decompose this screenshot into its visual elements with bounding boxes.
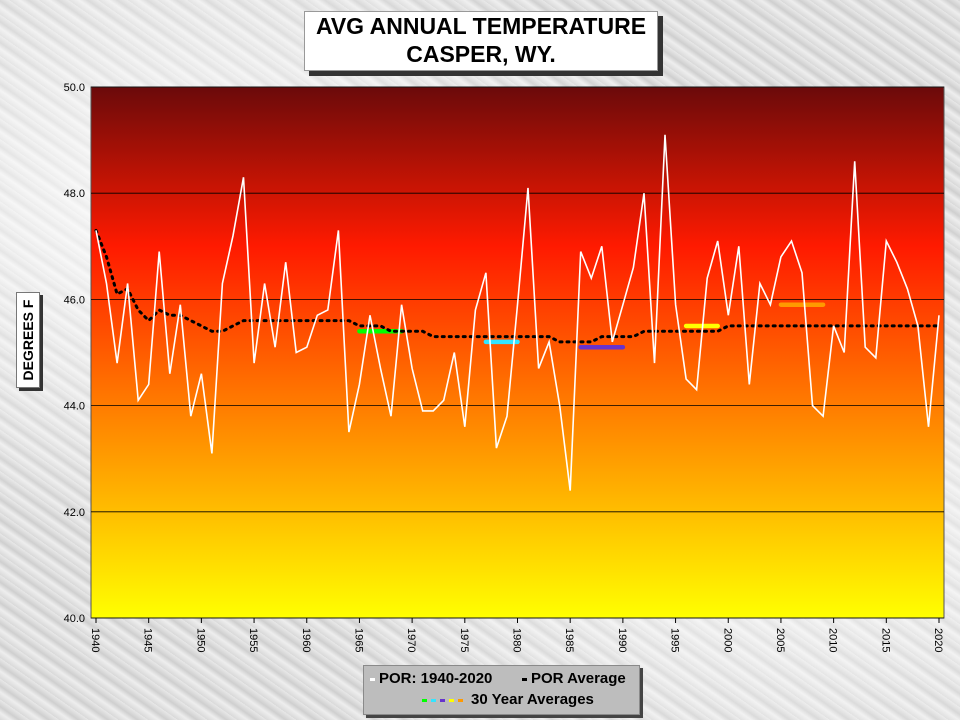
chart-title: AVG ANNUAL TEMPERATURE CASPER, WY. — [304, 11, 658, 71]
x-tick-label: 2005 — [774, 628, 786, 652]
x-tick-label: 2015 — [879, 628, 891, 652]
series-annual-temperature-line — [95, 134, 940, 491]
x-tick-label: 1945 — [142, 628, 154, 652]
y-tick-label: 42.0 — [64, 507, 85, 519]
chart-title-line1: AVG ANNUAL TEMPERATURE — [315, 13, 647, 39]
x-tick-label: 1975 — [458, 628, 470, 652]
y-axis-ticks: 40.0 42.0 44.0 46.0 48.0 50.0 — [64, 82, 85, 625]
legend-item-por: POR: 1940-2020 — [370, 670, 492, 687]
x-tick-label: 1990 — [616, 628, 628, 652]
gridlines — [91, 86, 944, 619]
y-axis-label-box: DEGREES F — [16, 292, 40, 388]
y-tick-label: 44.0 — [64, 401, 85, 413]
x-tick-label: 1955 — [247, 628, 259, 652]
legend-item-thirty-year: 30 Year Averages — [422, 691, 594, 709]
legend-swatch-thirty-year — [422, 692, 467, 709]
chart-title-line2: CASPER, WY. — [406, 41, 556, 67]
x-tick-label: 1950 — [194, 628, 206, 652]
legend-label-thirty-year: 30 Year Averages — [471, 691, 594, 708]
legend-swatch-dash-1 — [422, 699, 427, 703]
x-tick-label: 1970 — [405, 628, 417, 652]
x-tick-label: 1980 — [511, 628, 523, 652]
legend-swatch-dash-3 — [440, 699, 445, 703]
x-tick-label: 2000 — [721, 628, 733, 652]
legend-swatch-dash-4 — [449, 699, 454, 703]
legend-swatch-dash-5 — [458, 699, 463, 703]
x-tick-label: 1985 — [563, 628, 575, 652]
legend-swatch-dash-2 — [431, 699, 436, 703]
legend-swatch-por-average — [522, 677, 527, 681]
y-tick-label: 50.0 — [64, 82, 85, 94]
x-tick-label: 2010 — [827, 628, 839, 652]
x-tick-label: 2020 — [932, 628, 944, 652]
plot-area — [90, 86, 945, 619]
legend: POR: 1940-2020 POR Average 30 Year Avera… — [363, 665, 640, 715]
y-tick-label: 40.0 — [64, 613, 85, 625]
legend-swatch-por — [370, 677, 375, 681]
series-por-average-line — [94, 228, 941, 344]
x-axis-ticks: 1940 1945 1950 1955 1960 1965 1970 1975 1980 1985… — [89, 618, 944, 652]
y-tick-label: 48.0 — [64, 188, 85, 200]
x-tick-label: 1960 — [300, 628, 312, 652]
x-tick-label: 1965 — [352, 628, 364, 652]
legend-label-por-average: POR Average — [531, 670, 626, 687]
legend-label-por: POR: 1940-2020 — [379, 670, 493, 687]
y-tick-label: 46.0 — [64, 294, 85, 306]
y-axis-label: DEGREES F — [20, 299, 36, 381]
legend-item-por-average: POR Average — [522, 670, 626, 687]
x-tick-label: 1995 — [669, 628, 681, 652]
x-tick-label: 1940 — [89, 628, 101, 652]
